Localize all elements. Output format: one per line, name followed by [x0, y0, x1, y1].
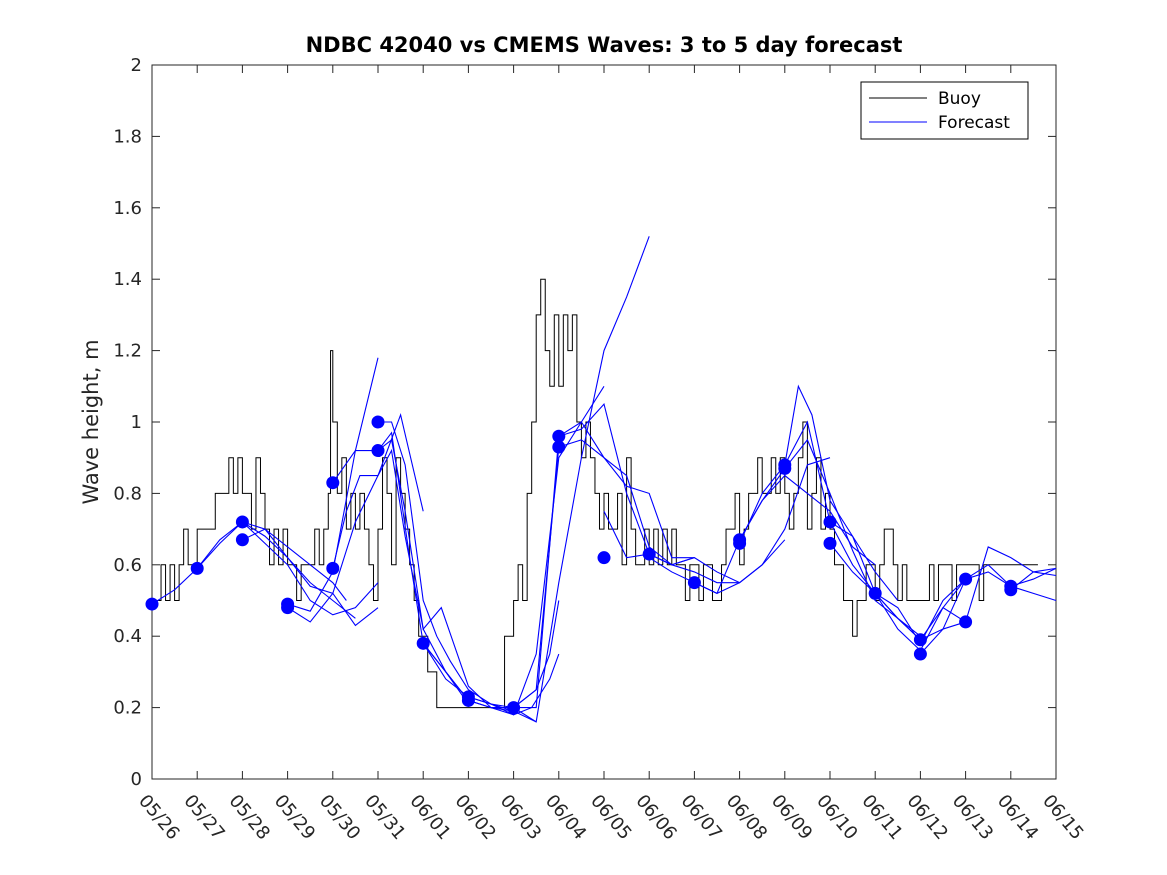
forecast-start-marker	[733, 533, 747, 547]
forecast-series-line	[422, 600, 560, 709]
y-tick-label: 0.6	[113, 555, 142, 576]
forecast-start-marker	[913, 647, 927, 661]
forecast-start-marker	[507, 701, 521, 715]
y-tick-label: 1.8	[113, 126, 142, 147]
forecast-start-marker	[778, 458, 792, 472]
forecast-start-marker	[687, 576, 701, 590]
y-axis-label: Wave height, m	[79, 339, 103, 504]
chart-title: NDBC 42040 vs CMEMS Waves: 3 to 5 day fo…	[306, 33, 903, 57]
forecast-series-line	[332, 448, 469, 701]
forecast-start-marker	[959, 572, 973, 586]
y-tick-label: 0.2	[113, 698, 142, 719]
forecast-series-line	[1010, 567, 1057, 591]
forecast-start-marker	[281, 597, 295, 611]
legend-box	[860, 81, 1029, 140]
forecast-series-line	[377, 438, 537, 723]
forecast-series-line	[919, 564, 1057, 655]
forecast-start-marker	[959, 615, 973, 629]
forecast-series-line	[739, 438, 921, 637]
forecast-start-marker	[145, 597, 159, 611]
legend: Buoy Forecast	[860, 81, 1029, 140]
forecast-start-marker	[642, 547, 656, 561]
forecast-start-marker	[235, 515, 249, 529]
y-tick-label: 1.4	[113, 269, 142, 290]
y-tick-label: 1	[131, 412, 142, 433]
y-tick-label: 0	[131, 769, 142, 790]
forecast-start-marker	[552, 440, 566, 454]
forecast-start-marker	[552, 429, 566, 443]
forecast-start-marker	[371, 444, 385, 458]
forecast-start-marker	[461, 690, 475, 704]
forecast-series-line	[378, 421, 514, 712]
forecast-series-line	[422, 642, 560, 716]
y-tick-label: 1.6	[113, 198, 142, 219]
forecast-start-marker	[823, 536, 837, 550]
forecast-start-marker	[1004, 579, 1018, 593]
forecast-start-marker	[416, 636, 430, 650]
y-tick-label: 2	[131, 55, 142, 76]
y-tick-label: 0.8	[113, 483, 142, 504]
forecast-series-line	[648, 457, 831, 594]
forecast-series-line	[287, 412, 424, 623]
legend-buoy-label: Buoy	[938, 89, 981, 109]
forecast-start-marker	[823, 515, 837, 529]
forecast-start-marker	[913, 633, 927, 647]
forecast-start-marker	[190, 561, 204, 575]
forecast-start-marker	[868, 586, 882, 600]
forecast-start-marker	[326, 476, 340, 490]
legend-forecast-label: Forecast	[938, 113, 1010, 133]
forecast-start-marker	[597, 551, 611, 565]
forecast-start-marker	[326, 561, 340, 575]
forecast-series-line	[694, 474, 876, 595]
forecast-series-line	[242, 528, 379, 627]
forecast-series-line	[513, 439, 695, 709]
forecast-start-marker	[235, 533, 249, 547]
forecast-start-marker	[371, 415, 385, 429]
forecast-series-line	[739, 384, 899, 601]
y-tick-label: 0.4	[113, 626, 142, 647]
forecast-series-line	[242, 521, 379, 616]
y-tick-label: 1.2	[113, 341, 142, 362]
forecast-series-line	[151, 521, 347, 605]
buoy-series-line	[152, 278, 1038, 709]
